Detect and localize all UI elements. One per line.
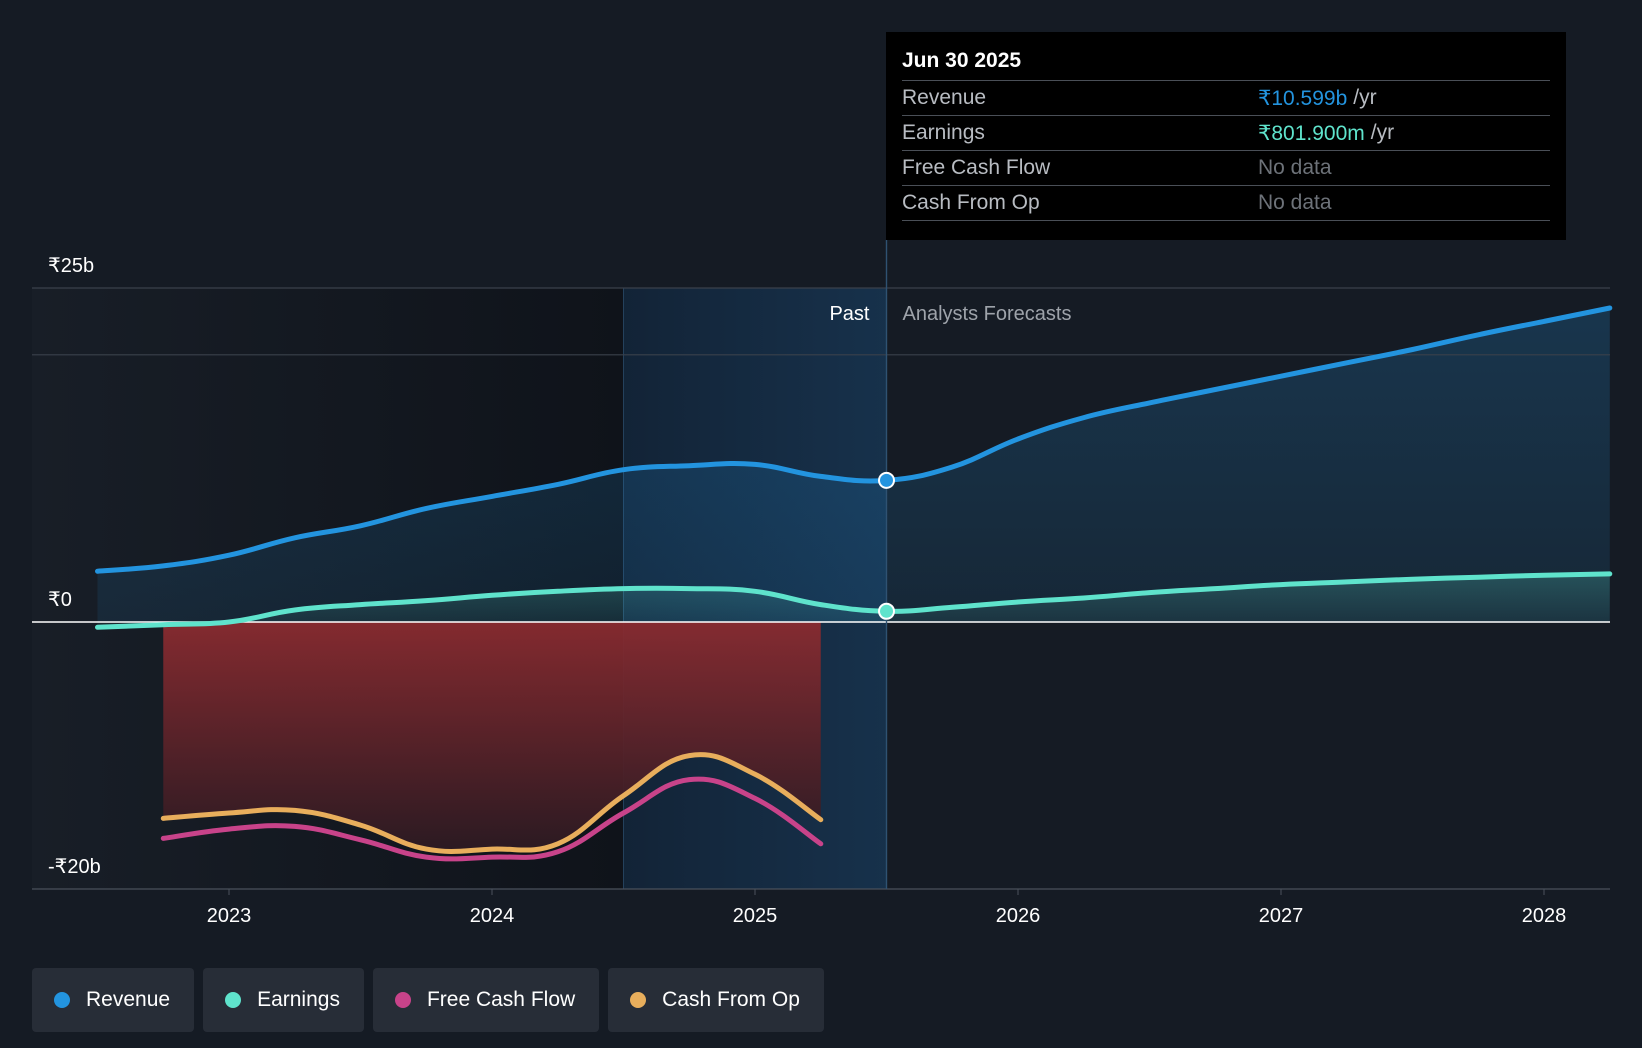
earnings-area <box>97 573 1610 628</box>
x-tick-label: 2028 <box>1522 905 1567 927</box>
tooltip-label: Revenue <box>902 86 987 109</box>
legend-dot-icon <box>630 992 647 1008</box>
x-tick-label: 2024 <box>470 905 515 927</box>
tooltip-row-revenue: Revenue ₹10.599b /yr <box>902 80 1550 115</box>
y-tick-label: ₹25b <box>48 255 94 277</box>
legend-item-cash-from-op[interactable]: Cash From Op <box>608 968 824 1032</box>
legend-item-revenue[interactable]: Revenue <box>32 968 195 1032</box>
x-tick-label: 2025 <box>733 905 778 927</box>
negative-cash-area <box>163 622 821 852</box>
region-label-forecast: Analysts Forecasts <box>903 303 1072 325</box>
series-line-free-cash-flow <box>160 776 824 862</box>
x-tick-label: 2027 <box>1259 905 1304 927</box>
legend-dot-icon <box>394 992 411 1008</box>
tooltip-label: Cash From Op <box>902 191 1040 214</box>
tooltip-row-free-cash-flow: Free Cash Flow No data <box>902 150 1550 185</box>
tooltip-row-cash-from-op: Cash From Op No data <box>902 185 1550 221</box>
tooltip-value: No data <box>1258 156 1332 179</box>
legend-label: Earnings <box>257 988 340 1011</box>
legend-label: Revenue <box>86 988 171 1011</box>
tooltip-unit: /yr <box>1370 121 1395 144</box>
legend-dot-icon <box>225 992 242 1008</box>
x-tick-label: 2023 <box>207 905 252 927</box>
y-tick-label: ₹0 <box>48 589 72 611</box>
series-line-revenue <box>95 305 1613 574</box>
region-label-past: Past <box>829 303 869 325</box>
legend-dot-icon <box>54 992 70 1008</box>
legend-item-free-cash-flow[interactable]: Free Cash Flow <box>372 968 600 1032</box>
legend-item-earnings[interactable]: Earnings <box>203 968 364 1032</box>
tooltip: Jun 30 2025 Revenue ₹10.599b /yr Earning… <box>886 32 1566 240</box>
tooltip-value: No data <box>1258 191 1332 214</box>
legend-label: Free Cash Flow <box>426 988 576 1011</box>
tooltip-label: Earnings <box>902 121 985 144</box>
tooltip-value: ₹10.599b <box>1258 86 1348 110</box>
legend: Revenue Earnings Free Cash Flow Cash Fro… <box>32 968 824 1032</box>
marker-revenue <box>878 471 895 489</box>
series-line-earnings <box>95 571 1613 630</box>
tooltip-row-earnings: Earnings ₹801.900m /yr <box>902 115 1550 150</box>
y-tick-label: -₹20b <box>48 856 101 878</box>
x-tick-label: 2026 <box>996 905 1041 927</box>
tooltip-unit: /yr <box>1353 86 1377 109</box>
series-line-cash-from-op <box>160 752 824 854</box>
tooltip-value: ₹801.900m <box>1258 121 1365 145</box>
marker-earnings <box>878 602 895 620</box>
tooltip-date: Jun 30 2025 <box>902 49 1022 72</box>
legend-label: Cash From Op <box>662 988 800 1011</box>
tooltip-label: Free Cash Flow <box>902 156 1051 179</box>
